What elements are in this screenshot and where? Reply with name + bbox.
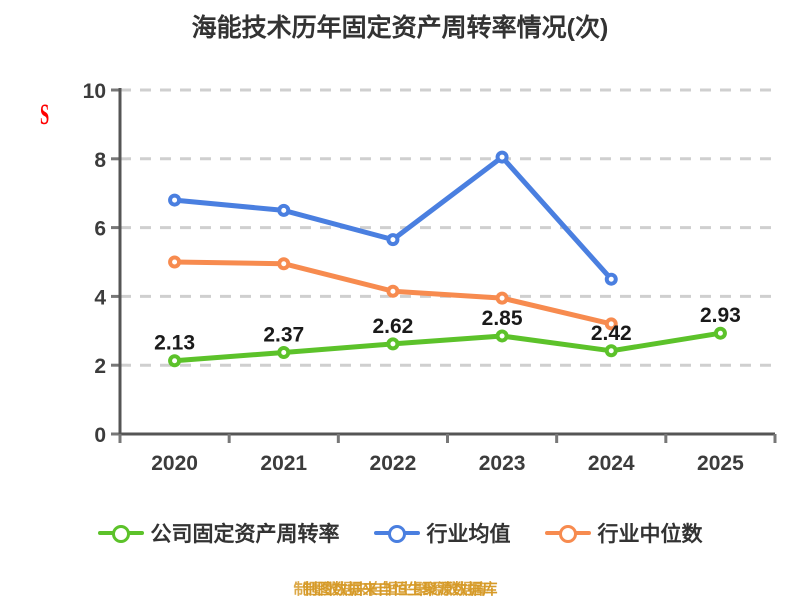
legend-marker-icon: [373, 523, 420, 543]
legend-item-label: 行业均值: [426, 523, 511, 546]
data-point-marker[interactable]: [277, 345, 291, 359]
page-title: 海能技术历年固定资产周转率情况(次): [191, 14, 609, 42]
x-tick-labels: 2020 2021 2022 2023 2024 2025: [151, 452, 744, 475]
y-tick-labels: 0 2 4 6 8 10: [83, 80, 107, 447]
data-point-label: 2.93: [700, 304, 741, 327]
data-point-marker[interactable]: [604, 272, 618, 286]
y-tick-label: 8: [94, 149, 106, 172]
x-tick-label: 2020: [151, 452, 198, 475]
legend-dot-icon: [558, 525, 577, 543]
y-tick-label: 6: [94, 218, 106, 241]
legend-item-1[interactable]: 公司固定资产周转率: [97, 518, 340, 548]
data-point-marker[interactable]: [495, 150, 509, 164]
footer-note-text: 制图数据来自恒生聚源数据库: [302, 581, 498, 598]
axes-group: [111, 88, 777, 443]
gridlines-group: [120, 88, 775, 367]
legend-dot-icon: [387, 525, 406, 543]
data-point-marker[interactable]: [386, 337, 400, 351]
data-point-marker[interactable]: [713, 326, 727, 340]
legend-item-label: 行业中位数: [597, 523, 703, 546]
data-point-label: 2.42: [591, 322, 632, 345]
legend-marker-icon: [544, 523, 591, 543]
legend-marker-icon: [97, 523, 144, 543]
data-point-marker[interactable]: [495, 329, 509, 343]
footer-note: 制图数据来自恒生聚源数据库 制图数据来自恒生聚源数据库: [0, 578, 800, 599]
data-point-marker[interactable]: [168, 255, 182, 269]
y-tick-label: 10: [83, 80, 106, 103]
y-tick-label: 0: [94, 424, 106, 447]
x-tick-label: 2021: [260, 452, 307, 475]
data-point-label: 2.37: [263, 323, 304, 346]
x-tick-label: 2025: [697, 452, 744, 475]
series-lines: [172, 154, 723, 364]
footer-note-ghost: 制图数据来自恒生聚源数据库: [293, 581, 489, 598]
data-point-marker[interactable]: [386, 233, 400, 247]
legend-item-label: 公司固定资产周转率: [150, 523, 340, 546]
series-points: [168, 150, 727, 368]
y-tick-label: 2: [94, 355, 106, 378]
data-point-marker[interactable]: [277, 257, 291, 271]
x-tick-label: 2022: [370, 452, 417, 475]
line-chart-plot: 0 2 4 6 8 10 2020 2021 2022 2023 2024 2025 2.13 2.3…: [83, 80, 777, 475]
legend-item-2[interactable]: 行业均值: [373, 518, 511, 548]
y-tick-label: 4: [94, 286, 106, 309]
data-point-labels: 2.13 2.37 2.62 2.85 2.42 2.93: [154, 304, 741, 355]
series-line: [172, 330, 723, 364]
data-point-marker[interactable]: [604, 317, 618, 331]
data-point-label: 2.85: [482, 307, 523, 330]
data-point-marker[interactable]: [168, 193, 182, 207]
x-tick-label: 2024: [588, 452, 635, 475]
legend-dot-icon: [111, 525, 130, 543]
x-tick-label: 2023: [479, 452, 526, 475]
data-point-marker[interactable]: [495, 291, 509, 305]
data-point-marker[interactable]: [277, 203, 291, 217]
data-point-label: 2.62: [372, 315, 413, 338]
data-point-label: 2.13: [154, 332, 195, 355]
watermark-text: S: [40, 98, 50, 131]
legend-item-3[interactable]: 行业中位数: [544, 518, 703, 548]
data-point-marker[interactable]: [386, 284, 400, 298]
data-point-marker[interactable]: [604, 344, 618, 358]
chart-legend: 公司固定资产周转率 行业均值 行业中位数: [0, 518, 800, 548]
data-point-marker[interactable]: [168, 354, 182, 368]
